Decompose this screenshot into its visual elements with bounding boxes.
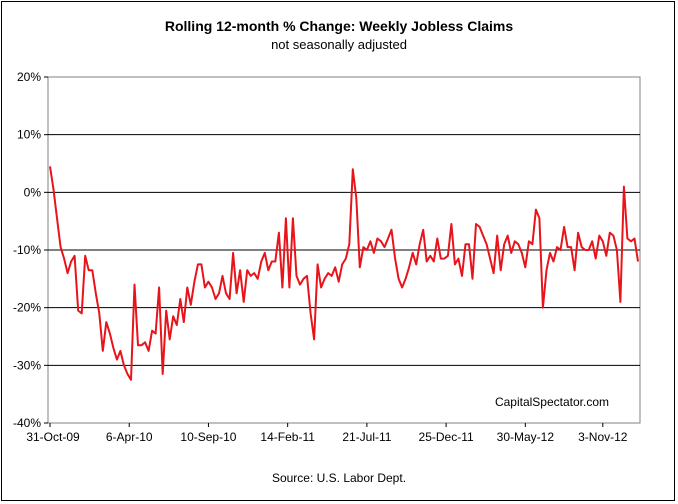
y-tick-label: 20% bbox=[17, 70, 41, 84]
x-tick-label: 30-May-12 bbox=[497, 430, 555, 444]
y-tick-label: 10% bbox=[17, 128, 41, 142]
x-tick-label: 14-Feb-11 bbox=[260, 430, 315, 444]
y-axis: 20% 10% 0% -10% -20% -30% -40% bbox=[13, 70, 48, 430]
x-tick-label: 31-Oct-09 bbox=[26, 430, 80, 444]
x-tick-label: 10-Sep-10 bbox=[180, 430, 236, 444]
y-tick-label: -10% bbox=[13, 243, 41, 257]
chart-subtitle: not seasonally adjusted bbox=[271, 37, 407, 52]
source-note: Source: U.S. Labor Dept. bbox=[271, 471, 407, 485]
x-tick-label: 21-Jul-11 bbox=[342, 430, 391, 444]
x-tick-label: 25-Dec-11 bbox=[419, 430, 474, 444]
y-tick-label: -30% bbox=[13, 358, 41, 372]
y-tick-label: 0% bbox=[24, 185, 42, 199]
x-axis: 31-Oct-09 6-Apr-10 10-Sep-10 14-Feb-11 21-Ju… bbox=[26, 423, 628, 444]
chart-title: Rolling 12-month % Change: Weekly Jobles… bbox=[164, 18, 514, 34]
y-tick-label: -40% bbox=[13, 416, 41, 430]
series-line bbox=[49, 166, 639, 381]
y-tick-label: -20% bbox=[13, 301, 41, 315]
watermark-label: CapitalSpectator.com bbox=[495, 395, 609, 409]
x-tick-label: 3-Nov-12 bbox=[578, 430, 628, 444]
x-tick-label: 6-Apr-10 bbox=[106, 430, 153, 444]
